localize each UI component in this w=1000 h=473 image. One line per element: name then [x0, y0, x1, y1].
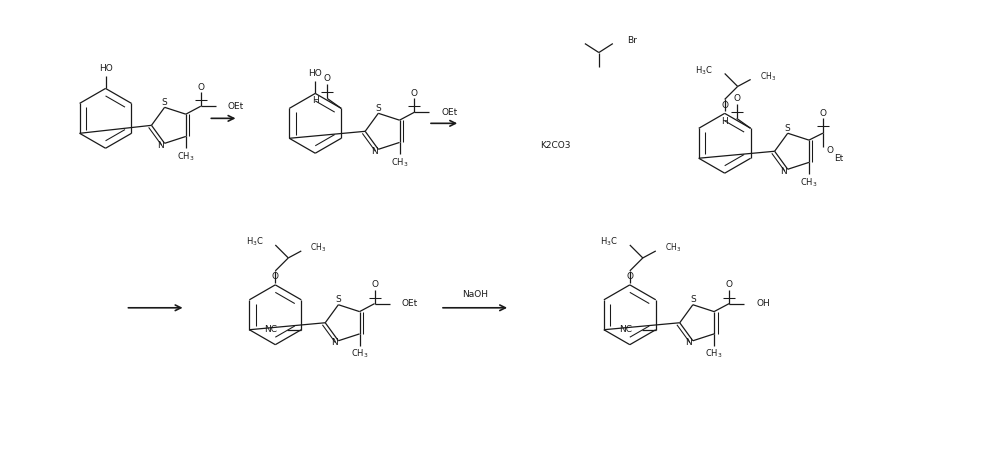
- Text: CH$_3$: CH$_3$: [310, 242, 326, 254]
- Text: OEt: OEt: [228, 102, 244, 111]
- Text: N: N: [371, 147, 378, 156]
- Text: O: O: [733, 94, 740, 103]
- Text: OEt: OEt: [402, 299, 418, 308]
- Text: HO: HO: [99, 64, 112, 73]
- Text: S: S: [335, 295, 341, 304]
- Text: O: O: [371, 280, 378, 289]
- Text: O: O: [726, 280, 733, 289]
- Text: O: O: [721, 101, 728, 110]
- Text: N: N: [780, 167, 787, 176]
- Text: CH$_3$: CH$_3$: [760, 70, 776, 83]
- Text: N: N: [157, 141, 164, 150]
- Text: O: O: [827, 146, 834, 155]
- Text: CH$_3$: CH$_3$: [391, 156, 408, 169]
- Text: S: S: [690, 295, 696, 304]
- Text: S: S: [162, 98, 167, 107]
- Text: K2CO3: K2CO3: [540, 141, 570, 150]
- Text: O: O: [819, 109, 826, 118]
- Text: Br: Br: [627, 36, 637, 45]
- Text: CH$_3$: CH$_3$: [665, 242, 681, 254]
- Text: CH$_3$: CH$_3$: [351, 348, 368, 360]
- Text: H$_3$C: H$_3$C: [600, 236, 618, 248]
- Text: N: N: [331, 338, 338, 347]
- Text: S: S: [785, 124, 791, 133]
- Text: S: S: [375, 104, 381, 113]
- Text: OEt: OEt: [441, 108, 458, 117]
- Text: N: N: [685, 338, 692, 347]
- Text: NC: NC: [264, 325, 277, 334]
- Text: Et: Et: [834, 154, 844, 163]
- Text: O: O: [197, 83, 204, 92]
- Text: O: O: [272, 272, 279, 281]
- Text: CH$_3$: CH$_3$: [177, 150, 195, 163]
- Text: CH$_3$: CH$_3$: [705, 348, 723, 360]
- Text: H: H: [721, 117, 728, 126]
- Text: H$_3$C: H$_3$C: [695, 64, 713, 77]
- Text: H$_3$C: H$_3$C: [246, 236, 263, 248]
- Text: HO: HO: [308, 69, 322, 78]
- Text: O: O: [411, 89, 418, 98]
- Text: O: O: [324, 74, 331, 83]
- Text: H: H: [312, 96, 319, 105]
- Text: O: O: [626, 272, 633, 281]
- Text: NC: NC: [619, 325, 632, 334]
- Text: OH: OH: [756, 299, 770, 308]
- Text: CH$_3$: CH$_3$: [800, 176, 818, 189]
- Text: NaOH: NaOH: [462, 290, 488, 299]
